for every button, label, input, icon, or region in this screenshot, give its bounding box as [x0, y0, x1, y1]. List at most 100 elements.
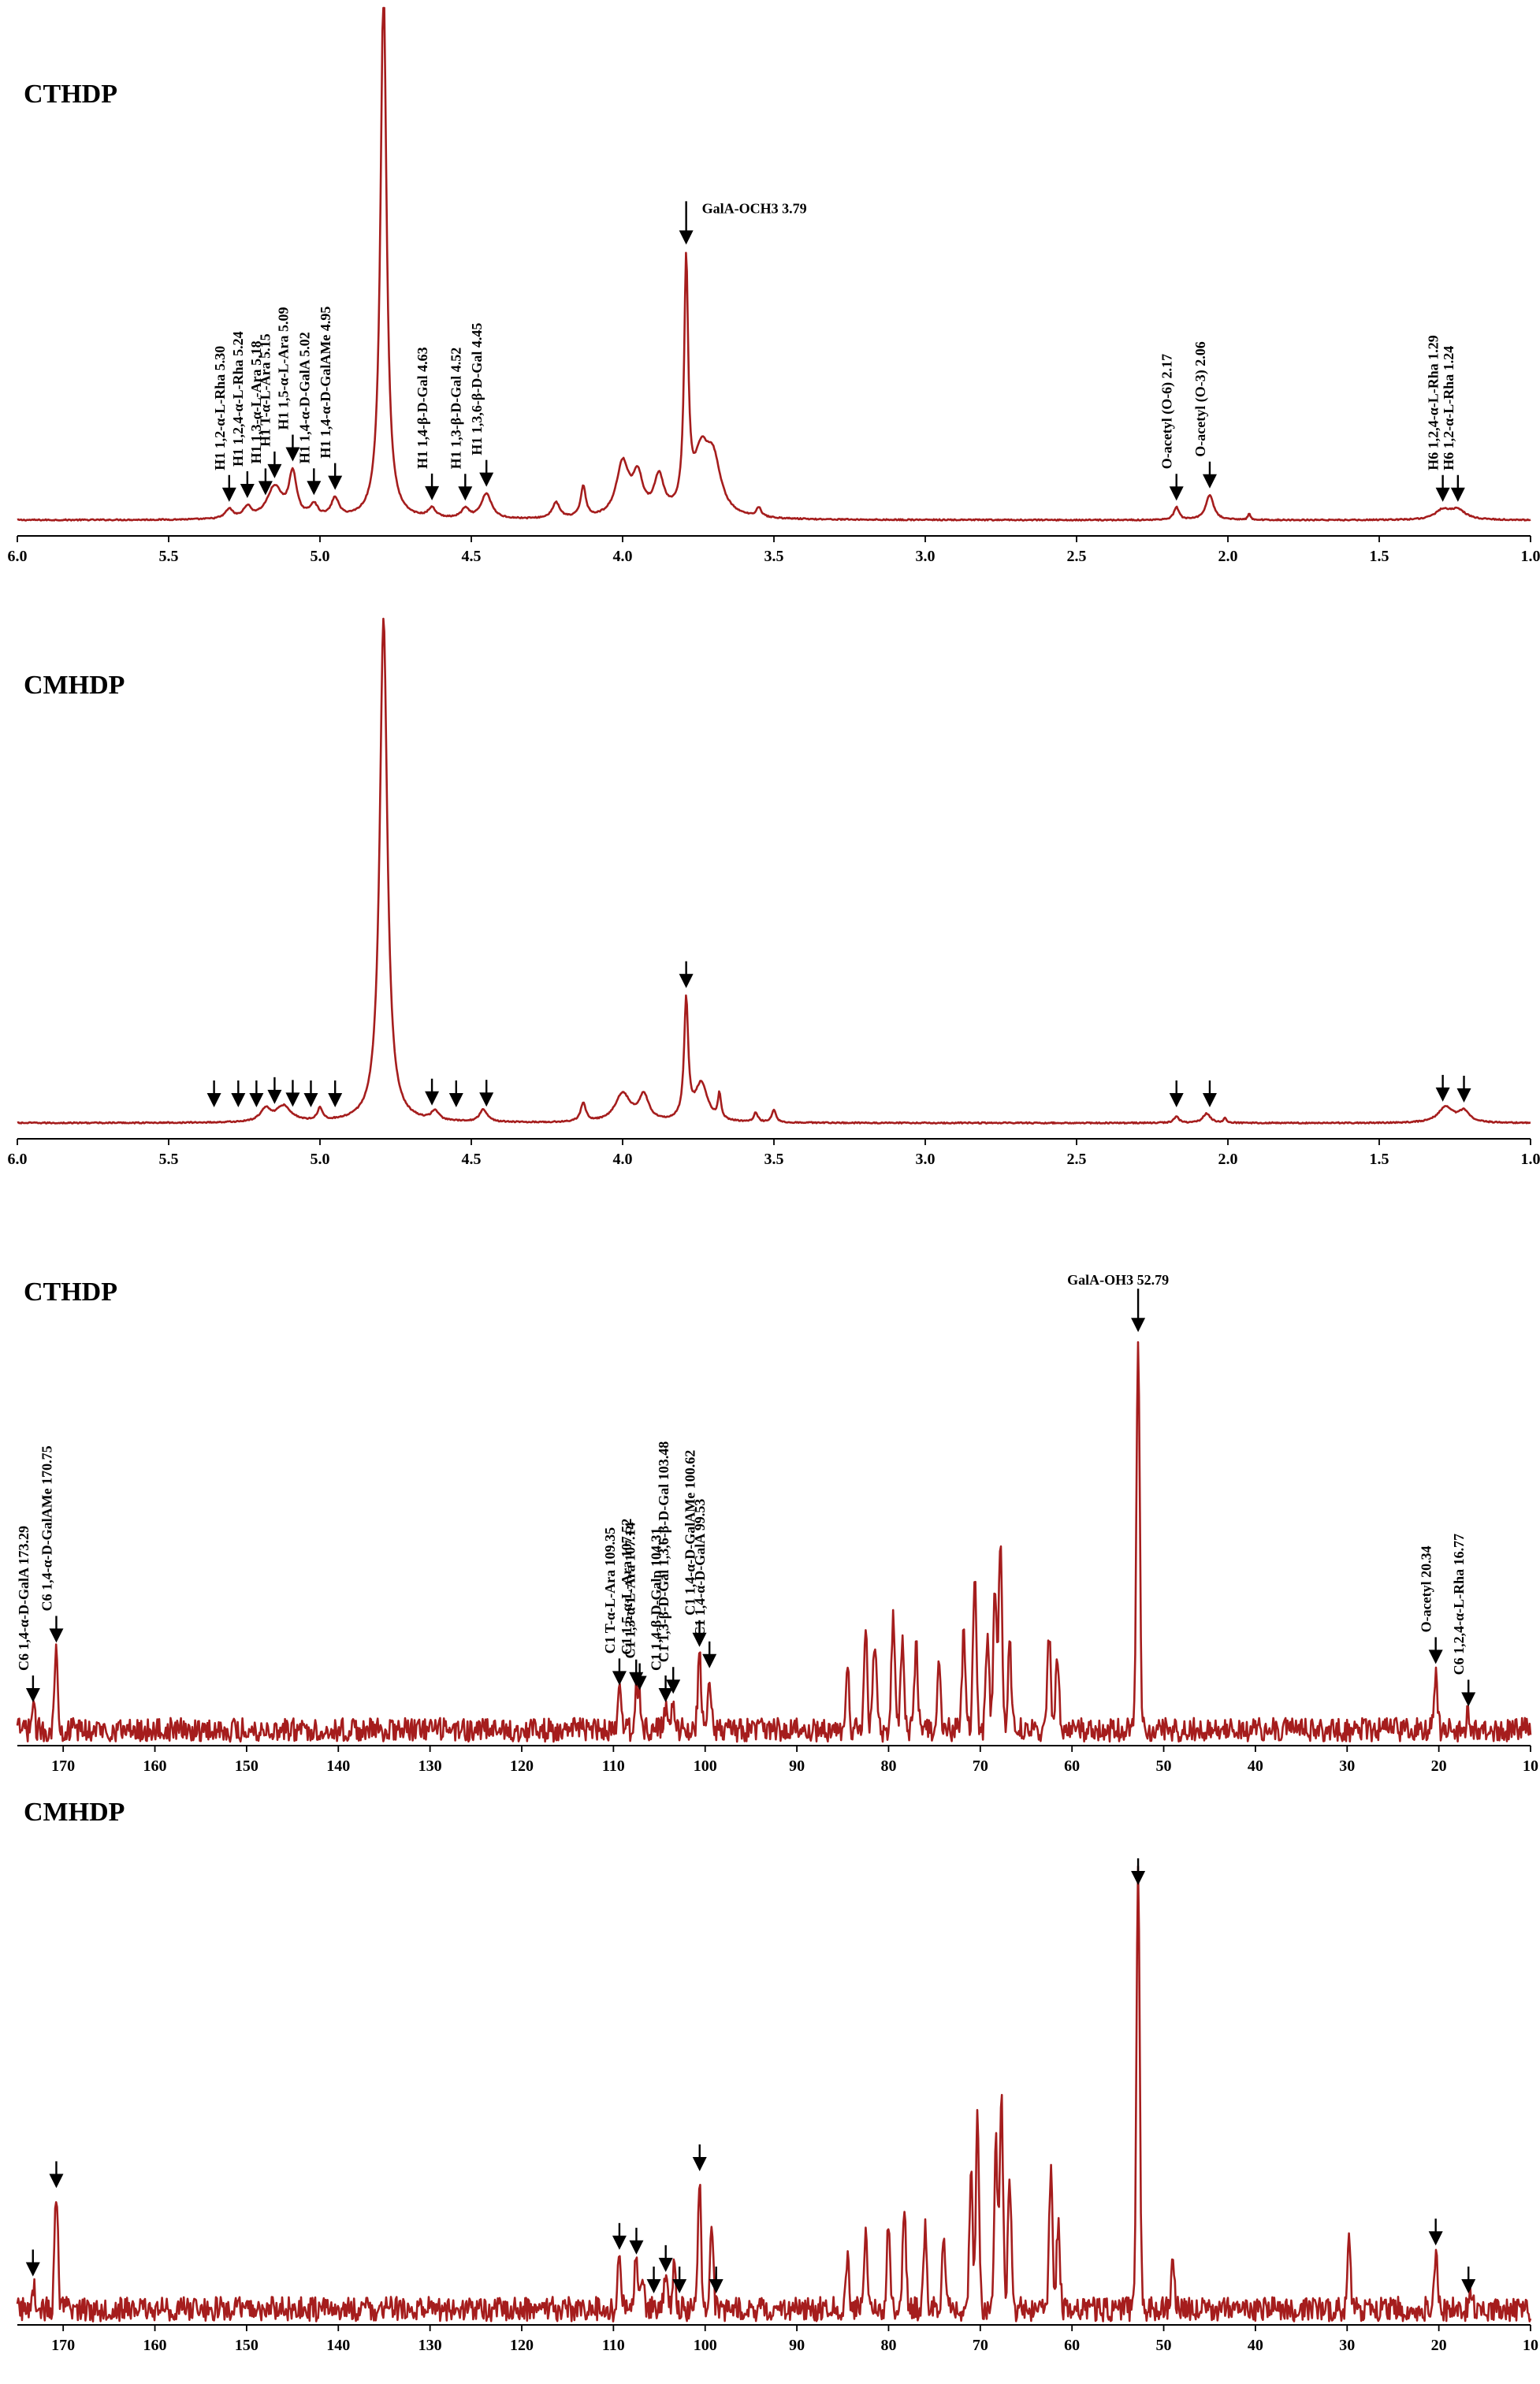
down-arrow-icon — [702, 1641, 717, 1668]
down-arrow-icon — [612, 1658, 627, 1686]
down-arrow-icon — [1202, 1080, 1217, 1107]
peak-label: C1 1,4-β-D-Galp 104.31 — [649, 1528, 664, 1671]
peak-label: O-acetyl (O-6) 2.17 — [1159, 354, 1176, 469]
x-tick-label: 90 — [789, 1757, 805, 1775]
panel-title: CMHDP — [24, 671, 125, 700]
down-arrow-icon — [1169, 474, 1184, 501]
down-arrow-icon — [1428, 2218, 1443, 2246]
down-arrow-icon — [25, 2249, 40, 2277]
x-tick-label: 130 — [418, 2337, 442, 2354]
peak-label: H6 1,2,4-α-L-Rha 1.29 — [1426, 335, 1441, 470]
peak-label: GalA-OH3 52.79 — [1067, 1272, 1169, 1288]
x-tick-label: 4.0 — [613, 1151, 633, 1168]
x-tick-label: 90 — [789, 2337, 805, 2354]
x-tick-label: 110 — [602, 2337, 625, 2354]
spectrum-line — [16, 1865, 1532, 2323]
down-arrow-icon — [629, 2227, 644, 2255]
x-tick-label: 1.0 — [1521, 1151, 1540, 1168]
x-tick-label: 4.5 — [462, 1151, 482, 1168]
x-tick-label: 50 — [1156, 1757, 1172, 1775]
x-tick-label: 70 — [973, 2337, 988, 2354]
down-arrow-icon — [479, 459, 494, 487]
x-tick-label: 150 — [235, 1757, 259, 1775]
down-arrow-icon — [49, 1616, 64, 1643]
peak-arrows — [25, 1858, 1476, 2293]
x-axis: 6.0 5.5 5.0 4.5 4.0 3.5 3.0 2.5 2.0 1.5 1.0 — [8, 535, 1540, 565]
x-tick-label: 3.5 — [764, 548, 784, 565]
spectrum-line — [17, 617, 1531, 1125]
peak-label: C1 1,3-α-L-Ara 107.14 — [623, 1523, 638, 1659]
down-arrow-icon — [1131, 1858, 1146, 1885]
x-tick-label: 5.5 — [159, 1151, 179, 1168]
down-arrow-icon — [1456, 1075, 1471, 1103]
peak-label: H1 1,3-α-L-Ara 5.18 — [248, 340, 264, 463]
peak-label: C6 1,4-α-D-GalA 173.29 — [16, 1526, 32, 1671]
peak-label: H1 1,2-α-L-Rha 5.30 — [212, 346, 228, 470]
down-arrow-icon — [1435, 1074, 1450, 1102]
peak-label: GalA-OCH3 3.79 — [702, 200, 807, 216]
x-tick-label: 4.5 — [462, 548, 482, 565]
down-arrow-icon — [285, 434, 300, 462]
x-tick-label: 170 — [51, 1757, 75, 1775]
down-arrow-icon — [692, 2144, 707, 2172]
x-tick-label: 100 — [694, 2337, 717, 2354]
peak-label: H1 1,3-β-D-Gal 4.52 — [448, 348, 463, 469]
x-tick-label: 2.5 — [1067, 1151, 1087, 1168]
peak-label: C1 1,3-β-D-Gal 1,3,6-β-D-Gal 103.48 — [656, 1441, 671, 1662]
panel-1h-cthdp: CTHDP 6.0 5.5 5.0 4.5 4.0 3.5 3.0 2.5 2.0 1.5 1.0 … — [8, 6, 1540, 565]
down-arrow-icon — [285, 1080, 300, 1107]
peak-label: C1 T-α-L-Ara 109.35 — [602, 1527, 618, 1654]
x-tick-label: 1.0 — [1521, 548, 1540, 565]
down-arrow-icon — [303, 1080, 318, 1107]
down-arrow-icon — [231, 1080, 246, 1107]
x-tick-label: 10 — [1523, 1757, 1538, 1775]
x-tick-label: 30 — [1339, 2337, 1355, 2354]
peak-label: C6 1,2,4-α-L-Rha 16.77 — [1451, 1534, 1467, 1675]
down-arrow-icon — [425, 473, 440, 500]
down-arrow-icon — [267, 1077, 282, 1104]
down-arrow-icon — [1202, 461, 1217, 489]
x-tick-label: 50 — [1156, 2337, 1172, 2354]
down-arrow-icon — [658, 1675, 673, 1702]
down-arrow-icon — [658, 2245, 673, 2272]
peak-label: C6 1,4-α-D-GalAMe 170.75 — [39, 1445, 54, 1611]
spectrum-line — [16, 1341, 1532, 1743]
peak-label: H1 T-α-L-Ara 5.15 — [257, 333, 273, 447]
down-arrow-icon — [328, 1080, 343, 1107]
x-tick-label: 1.5 — [1370, 1151, 1389, 1168]
panel-title: CTHDP — [24, 80, 117, 109]
panel-13c-cmhdp: CMHDP 170 160 150 140 130 120 110 100 90 80 70 60 50… — [16, 1798, 1538, 2354]
down-arrow-icon — [479, 1080, 494, 1107]
down-arrow-icon — [646, 2267, 661, 2293]
x-tick-label: 30 — [1339, 1757, 1355, 1775]
x-tick-label: 3.5 — [764, 1151, 784, 1168]
x-tick-label: 150 — [235, 2337, 259, 2354]
down-arrow-icon — [1131, 1289, 1146, 1333]
x-tick-label: 6.0 — [8, 1151, 28, 1168]
peak-label: C1 1,4-α-D-GalA 99.53 — [692, 1499, 708, 1637]
down-arrow-icon — [425, 1078, 440, 1106]
peak-annotations: C6 1,4-α-D-GalA 173.29 C6 1,4-α-D-GalAMe … — [16, 1272, 1476, 1707]
x-tick-label: 4.0 — [613, 548, 633, 565]
x-tick-label: 20 — [1431, 1757, 1447, 1775]
panel-title: CMHDP — [24, 1798, 125, 1827]
x-tick-label: 170 — [51, 2337, 75, 2354]
x-axis: 170 160 150 140 130 120 110 100 90 80 70 60 50 40 30 20… — [17, 1745, 1538, 1775]
down-arrow-icon — [448, 1080, 463, 1107]
down-arrow-icon — [49, 2161, 64, 2189]
down-arrow-icon — [679, 961, 694, 988]
x-tick-label: 5.5 — [159, 548, 179, 565]
x-tick-label: 160 — [143, 2337, 167, 2354]
down-arrow-icon — [458, 474, 473, 501]
down-arrow-icon — [1428, 1637, 1443, 1664]
x-axis: 170 160 150 140 130 120 110 100 90 80 70 60 50 40 30 20… — [17, 2324, 1538, 2354]
x-tick-label: 60 — [1064, 1757, 1080, 1775]
peak-label: H1 1,4-β-D-Gal 4.63 — [415, 347, 430, 468]
peak-label: O-acetyl (O-3) 2.06 — [1192, 341, 1209, 456]
down-arrow-icon — [221, 474, 236, 502]
x-tick-label: 3.0 — [916, 1151, 936, 1168]
down-arrow-icon — [666, 1667, 681, 1694]
x-tick-label: 20 — [1431, 2337, 1447, 2354]
down-arrow-icon — [1461, 1679, 1476, 1707]
x-tick-label: 6.0 — [8, 548, 28, 565]
